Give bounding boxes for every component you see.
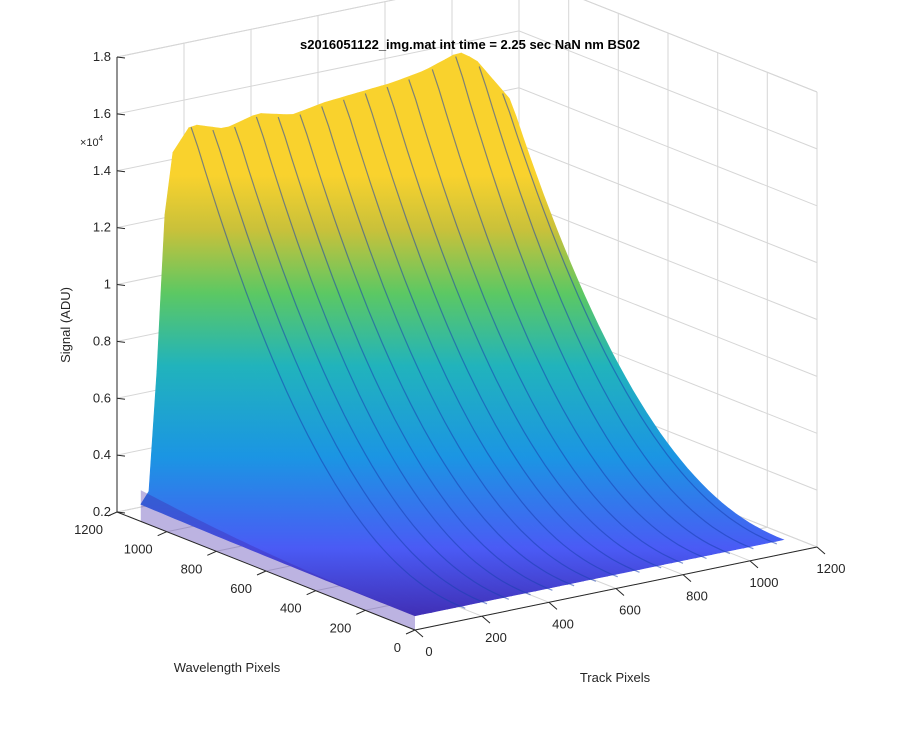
surface-ridge-line	[299, 114, 575, 587]
surface-plot	[140, 52, 785, 630]
z-tick-label: 1.2	[93, 220, 111, 235]
z-tick-label: 1	[104, 277, 111, 292]
z-tick-mark	[116, 170, 126, 173]
surface-ridge-line	[212, 129, 488, 605]
y-axis-label: Wavelength Pixels	[174, 660, 281, 675]
y-tick-label: 1200	[74, 522, 103, 537]
x-tick-label: 1200	[817, 561, 846, 576]
y-tick-mark	[256, 570, 267, 576]
x-tick-mark	[615, 588, 625, 596]
z-tick-mark	[116, 511, 126, 514]
surface-ridge-line	[364, 93, 640, 573]
z-tick-label: 1.6	[93, 106, 111, 121]
y-tick-label: 200	[330, 620, 352, 635]
x-tick-label: 0	[425, 644, 432, 659]
y-tick-label: 1000	[124, 542, 153, 557]
y-tick-mark	[107, 511, 118, 517]
box-edge	[116, 0, 818, 93]
y-tick-label: 0	[394, 640, 401, 655]
z-tick-mark	[116, 397, 126, 400]
x-tick-mark	[749, 560, 759, 569]
y-tick-label: 800	[181, 561, 203, 576]
z-axis-label: Signal (ADU)	[58, 287, 73, 363]
surface-ridge-line	[386, 86, 662, 569]
axes	[107, 56, 826, 638]
z-tick-label: 0.6	[93, 390, 111, 405]
surface-ridge-line	[234, 126, 510, 600]
x-tick-mark	[481, 615, 491, 624]
x-tick-label: 200	[485, 630, 507, 645]
z-tick-label: 1.4	[93, 163, 111, 178]
x-tick-mark	[414, 629, 424, 638]
z-tick-mark	[116, 56, 126, 59]
x-tick-mark	[816, 546, 826, 555]
z-tick-mark	[116, 284, 126, 286]
tick-labels: 0 200 400 600 800 1000 1200 0 200 400 600 800 1000 12…	[74, 49, 845, 659]
y-tick-mark	[157, 531, 167, 537]
x-tick-label: 800	[686, 589, 708, 604]
z-tick-mark	[116, 227, 126, 230]
surface-ridge-line	[190, 127, 466, 609]
y-tick-mark	[405, 629, 416, 635]
x-tick-mark	[548, 601, 558, 610]
y-tick-label: 600	[230, 581, 252, 596]
x-tick-label: 400	[552, 616, 574, 631]
surface-ridge-line	[321, 106, 597, 582]
z-tick-mark	[116, 454, 126, 457]
z-tick-label: 1.8	[93, 49, 111, 64]
grid-line	[116, 30, 818, 150]
surface-ridge-line	[478, 66, 754, 550]
z-tick-label: 0.2	[93, 504, 111, 519]
z-tick-label: 0.8	[93, 333, 111, 348]
chart-title: s2016051122_img.mat int time = 2.25 sec …	[300, 37, 640, 52]
x-tick-mark	[682, 574, 692, 583]
surface-ridge-line	[502, 93, 778, 545]
y-tick-mark	[356, 609, 366, 615]
surface-ridge-line	[455, 56, 731, 555]
surface-ridge-line	[255, 116, 531, 596]
surface-ridge-line	[342, 99, 618, 578]
y-tick-mark	[207, 550, 217, 556]
surface-ridge-line	[277, 116, 553, 591]
y-tick-mark	[306, 590, 316, 596]
z-tick-mark	[116, 340, 126, 343]
x-tick-label: 1000	[750, 575, 779, 590]
x-tick-label: 600	[619, 603, 641, 618]
surface-ridge-line	[408, 79, 684, 564]
z-tick-label: 0.4	[93, 447, 111, 462]
x-axis-label: Track Pixels	[580, 670, 651, 685]
y-tick-label: 400	[280, 601, 302, 616]
surface-side	[140, 490, 416, 630]
surface-ridge-line	[431, 69, 707, 560]
z-multiplier: ×104	[80, 134, 104, 149]
z-tick-mark	[116, 113, 126, 116]
